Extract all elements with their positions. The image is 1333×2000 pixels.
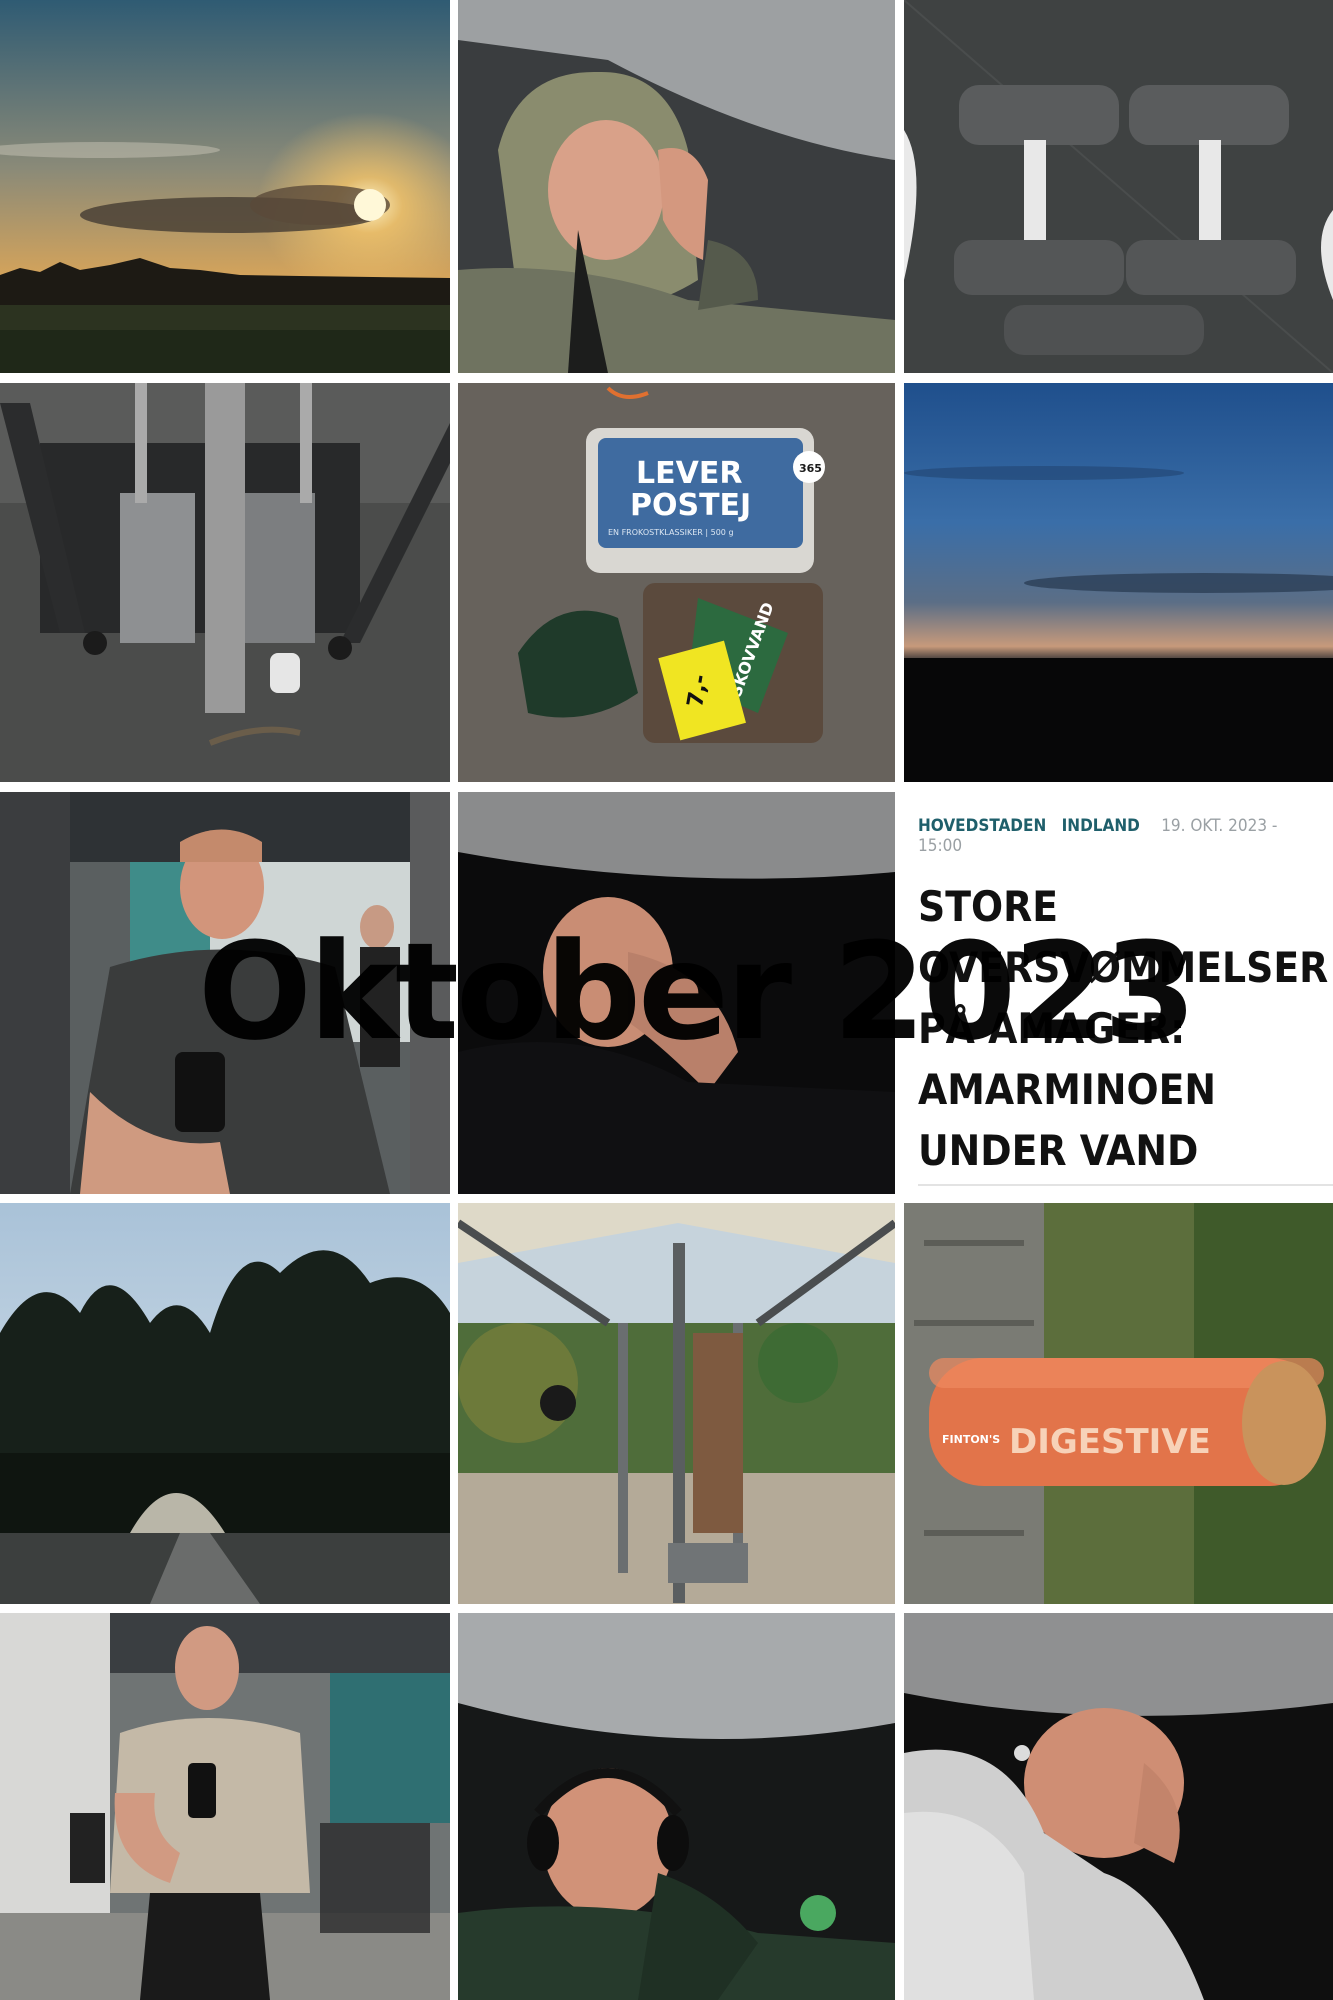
biscuit-brand: FINTON'S xyxy=(942,1433,1000,1446)
gym-cable-machine-photo xyxy=(0,383,450,782)
price-label: 7,- xyxy=(683,673,713,710)
outdoor-gym-photo xyxy=(458,1203,895,1604)
article-date: 19. OKT. 2023 - 15:00 xyxy=(918,816,1278,856)
gym-selfie-beige-shirt-photo xyxy=(0,1613,450,2000)
gym-mirror-selfie-photo xyxy=(0,792,450,1194)
man-sleeping-headphones-photo xyxy=(458,1613,895,2000)
dusk-sky-photo xyxy=(904,383,1333,782)
leverpostej-title-line2: POSTEJ xyxy=(630,488,751,523)
article-meta: HOVEDSTADEN INDLAND 19. OKT. 2023 - 15:0… xyxy=(918,816,1319,856)
news-article-card: HOVEDSTADEN INDLAND 19. OKT. 2023 - 15:0… xyxy=(904,792,1333,1194)
divider xyxy=(918,1184,1333,1186)
leverpostej-subtitle: EN FROKOSTKLASSIKER | 500 g xyxy=(608,528,734,537)
leverpostej-bread-photo: LEVER POSTEJ EN FROKOSTKLASSIKER | 500 g… xyxy=(458,383,895,782)
dumbbells-photo xyxy=(904,0,1333,373)
collage-title: Oktober 2023 xyxy=(198,914,1197,1070)
digestive-biscuits-photo: FINTON'S DIGESTIVE xyxy=(904,1203,1333,1604)
man-sleeping-dark-photo xyxy=(458,792,895,1194)
trees-tunnel-photo xyxy=(0,1203,450,1604)
leverpostej-title-line1: LEVER xyxy=(636,456,742,491)
man-sleeping-hood-photo xyxy=(458,0,895,373)
badge-365: 365 xyxy=(799,462,822,475)
man-sleeping-sweater-photo xyxy=(904,1613,1333,2000)
category-indland[interactable]: INDLAND xyxy=(1061,816,1140,836)
biscuit-name: DIGESTIVE xyxy=(1009,1422,1211,1462)
article-headline: STORE OVERSVØMMELSER PÅ AMAGER: AMARMINO… xyxy=(918,882,1329,1175)
sunset-field-photo xyxy=(0,0,450,373)
category-hovedstaden[interactable]: HOVEDSTADEN xyxy=(918,816,1047,836)
